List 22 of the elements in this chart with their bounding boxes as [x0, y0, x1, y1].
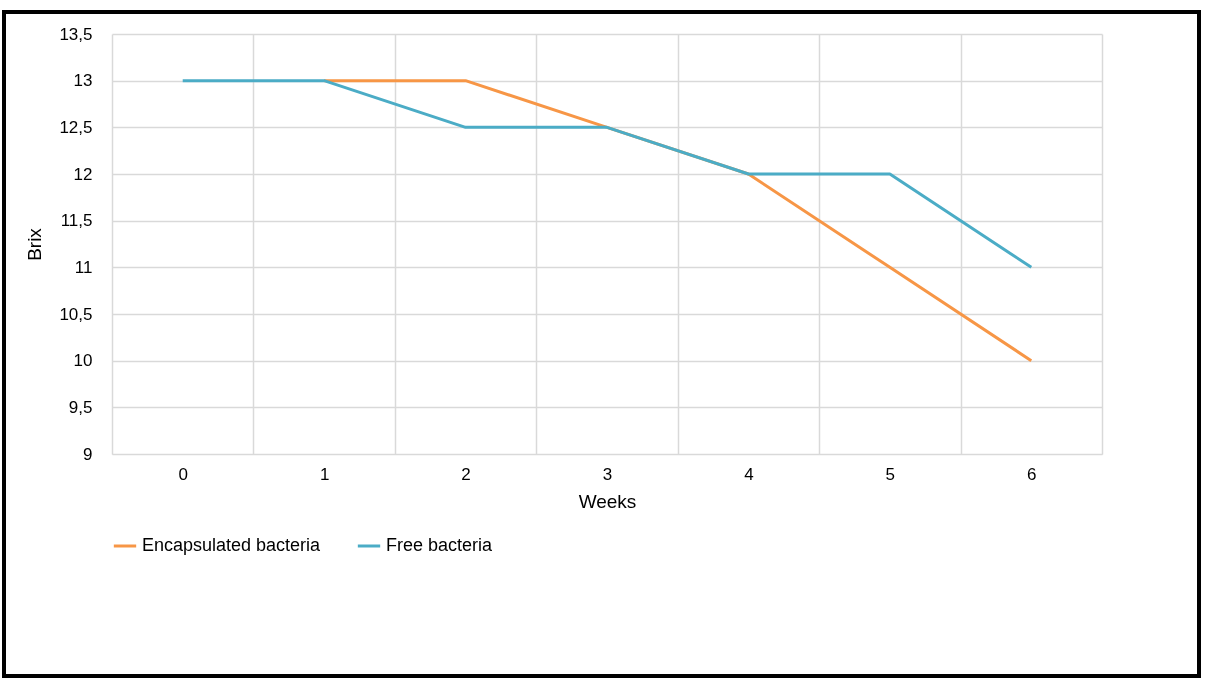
y-tick-label: 11,5	[60, 211, 93, 231]
y-tick-label: 12	[73, 164, 93, 184]
x-tick-label: 6	[1027, 464, 1037, 484]
y-tick-label: 13,5	[59, 24, 93, 44]
y-tick-label: 10,5	[59, 304, 93, 324]
x-tick-label: 2	[461, 464, 471, 484]
legend-label: Encapsulated bacteria	[142, 535, 322, 555]
y-axis-title: Brix	[24, 227, 46, 261]
x-tick-label: 1	[319, 464, 330, 484]
line-series	[181, 79, 1033, 269]
x-tick-label: 4	[744, 464, 754, 484]
x-axis-title: Weeks	[578, 490, 637, 512]
y-tick-label: 11	[74, 257, 93, 277]
x-tick-label: 0	[178, 464, 188, 484]
x-tick-label: 3	[602, 464, 613, 484]
y-tick-label: 10	[73, 351, 93, 371]
y-tick-label: 9,5	[68, 397, 93, 417]
legend-label: Free bacteria	[386, 535, 494, 555]
y-tick-label: 13	[73, 71, 93, 91]
x-tick-label: 5	[885, 464, 896, 484]
y-tick-label: 9	[83, 444, 93, 464]
y-tick-label: 12,5	[59, 117, 93, 137]
